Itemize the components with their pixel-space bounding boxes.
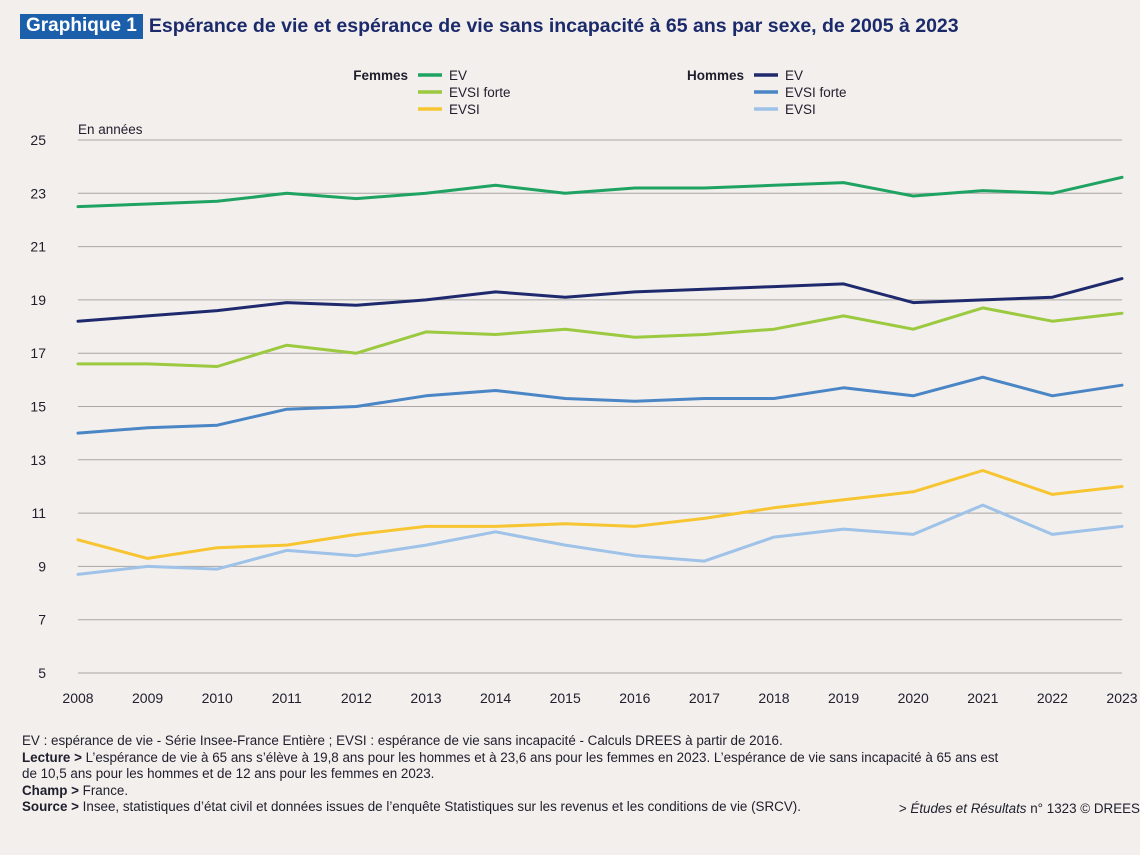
x-tick-label: 2017 (689, 690, 720, 706)
x-tick-label: 2023 (1106, 690, 1137, 706)
source-label: Source > (22, 799, 79, 814)
champ-text: France. (78, 782, 129, 798)
y-axis: 5 7 9 11 13 15 17 19 21 23 25 (30, 132, 46, 681)
series-line-hommes-ev (76, 277, 1124, 323)
x-tick-label: 2011 (272, 690, 302, 706)
notes: EV : espérance de vie - Série Insee-Fran… (22, 733, 1140, 816)
y-tick-label: 23 (30, 185, 46, 201)
y-tick-label: 5 (38, 665, 46, 681)
x-tick-label: 2016 (619, 690, 650, 706)
x-tick-label: 2015 (550, 690, 581, 706)
series-line-femmes-ev (76, 175, 1124, 209)
credit: > Études et Résultats n° 1323 © DREES (899, 801, 1140, 816)
legend-group-women: Femmes (353, 68, 408, 83)
y-tick-label: 17 (30, 345, 46, 361)
note-lecture-continued: de 10,5 ans pour les hommes et de 12 ans… (22, 766, 435, 781)
note-source: Source > Insee, statistiques d’état civi… (22, 799, 1140, 816)
lecture-text: L’espérance de vie à 65 ans s’élève à 19… (81, 749, 999, 765)
x-axis: 2008 2009 2010 2011 2012 2013 2014 2015 2016 2017… (62, 690, 1137, 706)
y-tick-label: 13 (30, 452, 46, 468)
credit-publication: Études et Résultats (910, 801, 1027, 816)
x-tick-label: 2008 (62, 690, 93, 706)
x-tick-label: 2013 (410, 690, 441, 706)
legend-label-hommes-evsi-forte: EVSI forte (785, 85, 847, 100)
y-tick-label: 7 (38, 612, 46, 628)
grid (78, 139, 1122, 674)
series-line-hommes-evsi-forte (76, 375, 1124, 435)
series-line-hommes-evsi (76, 503, 1124, 576)
lecture-label: Lecture > (22, 749, 82, 765)
x-tick-label: 2020 (898, 690, 929, 706)
legend-label-hommes-ev: EV (785, 68, 803, 83)
legend-label-femmes-ev: EV (449, 68, 467, 83)
figure-tag: Graphique 1 (20, 14, 143, 39)
legend-label-femmes-evsi: EVSI (449, 102, 480, 117)
y-tick-label: 11 (31, 505, 46, 521)
y-tick-label: 9 (38, 558, 46, 574)
y-tick-label: 21 (30, 239, 46, 255)
x-tick-label: 2022 (1037, 690, 1068, 706)
series-line-femmes-evsi-forte (76, 306, 1124, 368)
note-champ: Champ > France. (22, 783, 1140, 800)
x-tick-label: 2018 (758, 690, 789, 706)
source-text: Insee, statistiques d’état civil et donn… (78, 799, 801, 814)
x-tick-label: 2021 (967, 690, 998, 706)
y-tick-label: 19 (30, 292, 46, 308)
unit-label: En années (78, 122, 143, 137)
chart-title: Espérance de vie et espérance de vie san… (148, 15, 959, 37)
credit-suffix: n° 1323 © DREES (1026, 801, 1140, 816)
x-tick-label: 2010 (202, 690, 233, 706)
y-tick-label: 15 (30, 399, 46, 415)
note-lecture: Lecture > L’espérance de vie à 65 ans s’… (22, 750, 1140, 767)
x-tick-label: 2014 (480, 690, 511, 706)
y-tick-label: 25 (30, 132, 46, 148)
x-tick-label: 2009 (132, 690, 163, 706)
legend: Femmes Hommes EV EVSI forte EVSI EV EVSI for… (353, 68, 846, 117)
x-tick-label: 2019 (828, 690, 859, 706)
chart-header: Graphique 1 Espérance de vie et espéranc… (20, 14, 1130, 39)
legend-group-men: Hommes (687, 68, 744, 83)
note-definitions: EV : espérance de vie - Série Insee-Fran… (22, 733, 783, 748)
champ-label: Champ > (22, 782, 79, 798)
legend-label-femmes-evsi-forte: EVSI forte (449, 85, 511, 100)
series-lines (76, 175, 1124, 576)
line-chart: Femmes Hommes EV EVSI forte EVSI EV EVSI for… (30, 68, 1137, 706)
x-tick-label: 2012 (341, 690, 372, 706)
credit-prefix: > (898, 801, 911, 816)
series-line-femmes-evsi (76, 469, 1124, 560)
legend-label-hommes-evsi: EVSI (785, 102, 816, 117)
